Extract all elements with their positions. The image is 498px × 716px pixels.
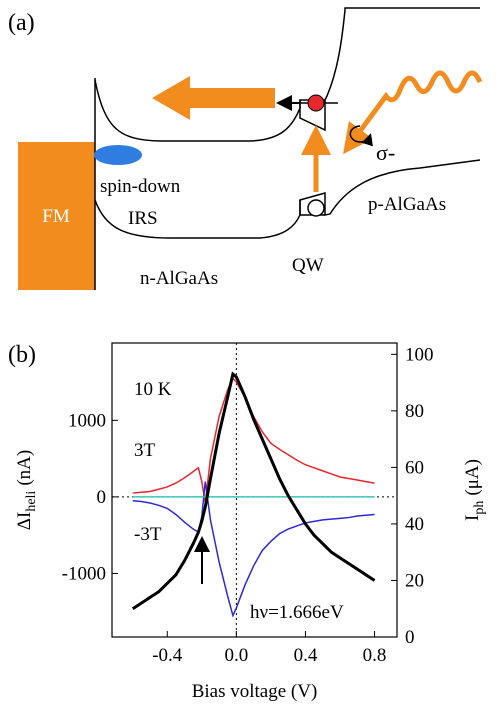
y-tick-label: -1000 [62, 563, 106, 584]
label: spin-down [100, 176, 181, 197]
y2-tick-label: 80 [405, 401, 424, 422]
label: IRS [128, 208, 158, 229]
axis-title-part: heli [24, 491, 39, 512]
x-axis-title: Bias voltage (V) [192, 681, 318, 702]
annotation: -3T [134, 524, 162, 545]
qw-conduction [299, 100, 326, 132]
conduction-band [94, 7, 480, 142]
label: p-AlGaAs [368, 194, 446, 215]
x-tick-label: -0.4 [152, 645, 183, 666]
axis-title-part: ph [472, 501, 487, 515]
axis-title-part: (μA) [462, 459, 483, 496]
valence-band [94, 159, 481, 239]
label: QW [292, 255, 324, 276]
x-tick-label: 0.8 [363, 645, 387, 666]
x-tick-label: 0.0 [224, 645, 248, 666]
x-tick-label: 0.4 [294, 645, 318, 666]
y-axis-title: ΔIheli (nA) [14, 450, 39, 530]
series-line [132, 481, 375, 618]
hole [307, 199, 325, 217]
label: σ- [376, 140, 395, 165]
ferromagnet [18, 142, 95, 290]
label: n-AlGaAs [140, 268, 218, 289]
fm-label: FM [42, 206, 70, 227]
irs-state [94, 145, 142, 165]
y2-tick-label: 20 [405, 570, 424, 591]
annotation: hν=1.666eV [250, 602, 344, 623]
y2-axis-title: Iph (μA) [462, 459, 487, 521]
y2-tick-label: 0 [405, 627, 415, 648]
y-tick-label: 0 [97, 487, 107, 508]
annotation: 10 K [134, 379, 172, 400]
y-tick-label: 1000 [68, 410, 106, 431]
band-diagram: (a) FM spin-down IRS n-AlGaAs QW p-AlGaA… [8, 7, 483, 290]
y2-tick-label: 60 [405, 457, 424, 478]
photon [343, 70, 483, 155]
axis-title-part: ΔI [14, 512, 35, 531]
annotation: 3T [134, 440, 156, 461]
axis-title-part: (nA) [14, 450, 35, 486]
plot-frame [111, 342, 398, 638]
electron [307, 94, 325, 112]
polarization-arrow [349, 125, 373, 147]
spin-flow-arrow [152, 76, 275, 120]
panel-label: (a) [8, 10, 35, 36]
y2-tick-label: 100 [405, 344, 434, 365]
y2-tick-label: 40 [405, 514, 424, 535]
series-line [131, 371, 376, 610]
axis-title-part: I [462, 515, 483, 521]
panel-label: (b) [8, 342, 36, 368]
